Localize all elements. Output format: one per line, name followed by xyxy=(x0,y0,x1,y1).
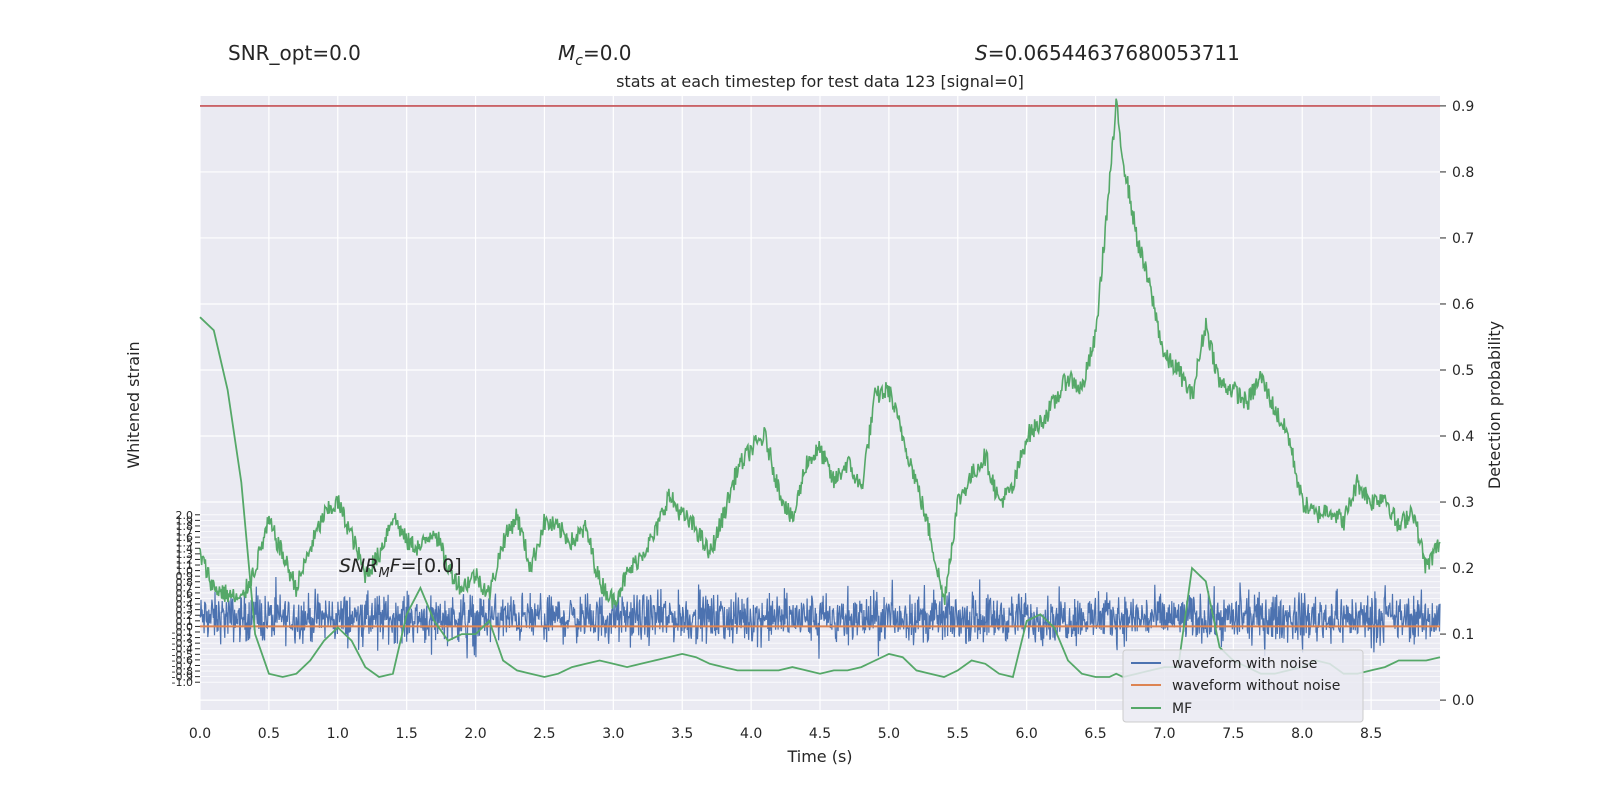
x-tick-label: 8.0 xyxy=(1291,726,1313,742)
x-tick-label: 3.0 xyxy=(602,726,624,742)
snr-mf-symbol: SNR xyxy=(339,555,378,577)
waveform-with-noise-line xyxy=(199,576,1441,659)
left-y-tick-label: 0.0 xyxy=(176,620,194,633)
left-y-tick-label: 1.0 xyxy=(176,565,194,578)
right-y-ticks: 0.0 0.1 0.2 0.3 0.4 0.5 0.6 0.7 0.8 0.9 xyxy=(1440,99,1474,709)
x-tick-label: 5.5 xyxy=(947,726,969,742)
x-tick-label: 7.5 xyxy=(1222,726,1244,742)
left-y-tick-label: -0.9 xyxy=(172,671,193,684)
detection-probability-line xyxy=(199,98,1441,609)
snr-opt-label: SNR_opt=0.0 xyxy=(228,41,361,65)
left-y-tick-label: 0.9 xyxy=(176,570,194,583)
left-y-tick-label: 0.3 xyxy=(176,604,194,617)
mc-symbol: M xyxy=(558,41,575,65)
right-y-tick-label: 0.2 xyxy=(1452,561,1474,577)
right-y-tick-label: 0.4 xyxy=(1452,429,1474,445)
x-tick-label: 5.0 xyxy=(878,726,900,742)
left-y-tick-label: 0.4 xyxy=(176,598,194,611)
left-y-tick-label: 0.5 xyxy=(176,593,194,606)
right-y-tick-label: 0.9 xyxy=(1452,99,1474,115)
left-y-tick-label: -0.8 xyxy=(172,665,193,678)
x-axis-label: Time (s) xyxy=(786,747,852,766)
chart-title: stats at each timestep for test data 123… xyxy=(616,72,1024,91)
x-tick-label: 1.5 xyxy=(396,726,418,742)
s-label: S=0.06544637680053711 xyxy=(975,41,1240,65)
snr-mf-annotation: SNRMF=[0.0] xyxy=(339,555,462,581)
left-y-tick-label: 1.1 xyxy=(176,559,194,572)
right-y-axis-label: Detection probability xyxy=(1485,321,1504,489)
left-y-tick-label: 0.8 xyxy=(176,576,194,589)
snr-mf-symbol-2: F xyxy=(390,555,402,577)
x-tick-label: 8.5 xyxy=(1360,726,1382,742)
x-tick-label: 4.0 xyxy=(740,726,762,742)
left-y-tick-label: 2.0 xyxy=(176,509,194,522)
legend-box xyxy=(1122,649,1364,723)
x-ticks: 0.0 0.5 1.0 1.5 2.0 2.5 3.0 3.5 4.0 4.5 5.0 5.5 6.0 6… xyxy=(189,726,1382,742)
left-y-tick-label: -0.6 xyxy=(172,654,193,667)
s-value: =0.06544637680053711 xyxy=(988,41,1240,65)
mc-label: Mc=0.0 xyxy=(558,41,632,69)
left-y-tick-label: 0.7 xyxy=(176,581,194,594)
x-tick-label: 6.5 xyxy=(1084,726,1106,742)
left-y-tick-label: 1.2 xyxy=(176,553,194,566)
snr-mf-subscript: M xyxy=(378,566,389,581)
snr-mf-value: =[0.0] xyxy=(401,555,462,577)
legend: waveform with noise waveform without noi… xyxy=(1122,649,1364,723)
left-y-tick-label: 1.4 xyxy=(176,542,194,555)
left-y-tick-label: 1.7 xyxy=(176,526,194,539)
left-y-tick-label: 1.9 xyxy=(176,514,194,527)
left-y-tick-label: -0.3 xyxy=(172,637,193,650)
x-tick-label: 0.0 xyxy=(189,726,211,742)
left-y-tick-label: 1.5 xyxy=(176,537,194,550)
right-y-tick-label: 0.5 xyxy=(1452,363,1474,379)
left-y-tick-label: -0.1 xyxy=(172,626,193,639)
left-y-tick-label: -0.5 xyxy=(172,648,193,661)
legend-label-waveform-with-noise: waveform with noise xyxy=(1172,656,1317,672)
right-y-tick-label: 0.8 xyxy=(1452,165,1474,181)
right-y-tick-label: 0.0 xyxy=(1452,693,1474,709)
left-y-ticks: -1.0-0.9-0.8-0.7-0.6-0.5-0.4-0.3-0.2-0.1… xyxy=(172,509,200,689)
left-y-tick-label: -0.2 xyxy=(172,632,193,645)
left-y-tick-label: -1.0 xyxy=(172,676,193,689)
x-tick-label: 2.5 xyxy=(533,726,555,742)
x-tick-label: 2.0 xyxy=(464,726,486,742)
x-tick-label: 3.5 xyxy=(671,726,693,742)
strain-series xyxy=(199,576,1441,659)
left-y-axis-label: Whitened strain xyxy=(124,341,143,468)
left-y-tick-label: 0.1 xyxy=(176,615,194,628)
gridlines xyxy=(199,96,1440,710)
left-y-tick-label: -0.7 xyxy=(172,659,193,672)
x-tick-label: 1.0 xyxy=(327,726,349,742)
x-tick-label: 6.0 xyxy=(1016,726,1038,742)
s-symbol: S xyxy=(975,41,988,65)
x-tick-label: 7.0 xyxy=(1153,726,1175,742)
left-y-tick-label: -0.4 xyxy=(172,643,193,656)
legend-label-waveform-without-noise: waveform without noise xyxy=(1172,678,1340,694)
left-y-tick-label: 0.2 xyxy=(176,609,194,622)
right-y-tick-label: 0.1 xyxy=(1452,627,1474,643)
left-y-tick-label: 0.6 xyxy=(176,587,194,600)
left-y-tick-label: 1.3 xyxy=(176,548,194,561)
right-y-tick-label: 0.6 xyxy=(1452,297,1474,313)
right-y-tick-label: 0.7 xyxy=(1452,231,1474,247)
x-tick-label: 0.5 xyxy=(258,726,280,742)
mc-value: =0.0 xyxy=(583,41,632,65)
left-y-tick-label: 1.6 xyxy=(176,531,194,544)
x-tick-label: 4.5 xyxy=(809,726,831,742)
legend-label-mf: MF xyxy=(1172,701,1192,717)
mc-subscript: c xyxy=(575,53,583,69)
right-y-tick-label: 0.3 xyxy=(1452,495,1474,511)
left-y-tick-label: 1.8 xyxy=(176,520,194,533)
